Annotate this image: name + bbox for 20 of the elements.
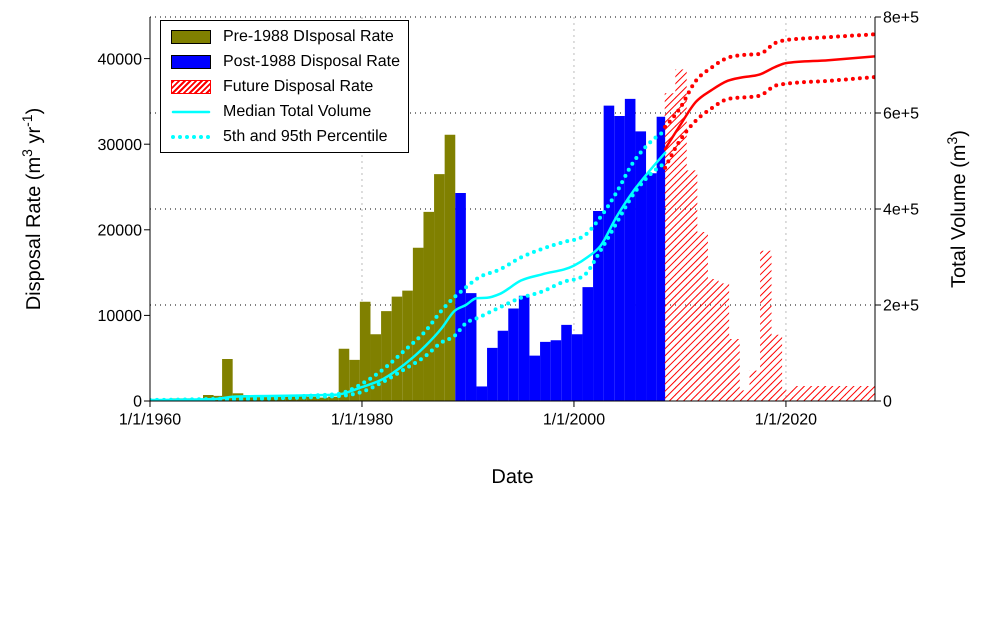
y-tick-label: 40000 bbox=[98, 51, 142, 68]
x-tick-label: 1/1/2000 bbox=[542, 411, 606, 428]
y-tick-label: 10000 bbox=[98, 308, 142, 326]
y2-tick-label: 4e+5 bbox=[883, 202, 920, 219]
y-tick-label: 20000 bbox=[98, 222, 142, 240]
y2-tick-label: 8e+5 bbox=[883, 10, 920, 27]
x-tick-label: 1/1/2020 bbox=[754, 411, 818, 428]
y2-tick-label: 0 bbox=[883, 394, 892, 411]
legend-label: Median Total Volume bbox=[223, 102, 372, 120]
y2-tick-label: 2e+5 bbox=[883, 298, 920, 315]
legend-label: 5th and 95th Percentile bbox=[223, 128, 388, 146]
y-tick-label: 0 bbox=[133, 394, 142, 411]
x-tick-label: 1/1/1960 bbox=[118, 411, 182, 428]
x-axis-title: Date bbox=[491, 466, 534, 488]
y-tick-label: 30000 bbox=[98, 136, 142, 154]
y2-tick-label: 6e+5 bbox=[883, 106, 920, 123]
legend-label: Pre-1988 DIsposal Rate bbox=[223, 28, 394, 46]
x-tick-label: 1/1/1980 bbox=[330, 411, 394, 428]
legend-label: Post-1988 Disposal Rate bbox=[223, 52, 400, 70]
legend-label: Future Disposal Rate bbox=[223, 78, 374, 96]
